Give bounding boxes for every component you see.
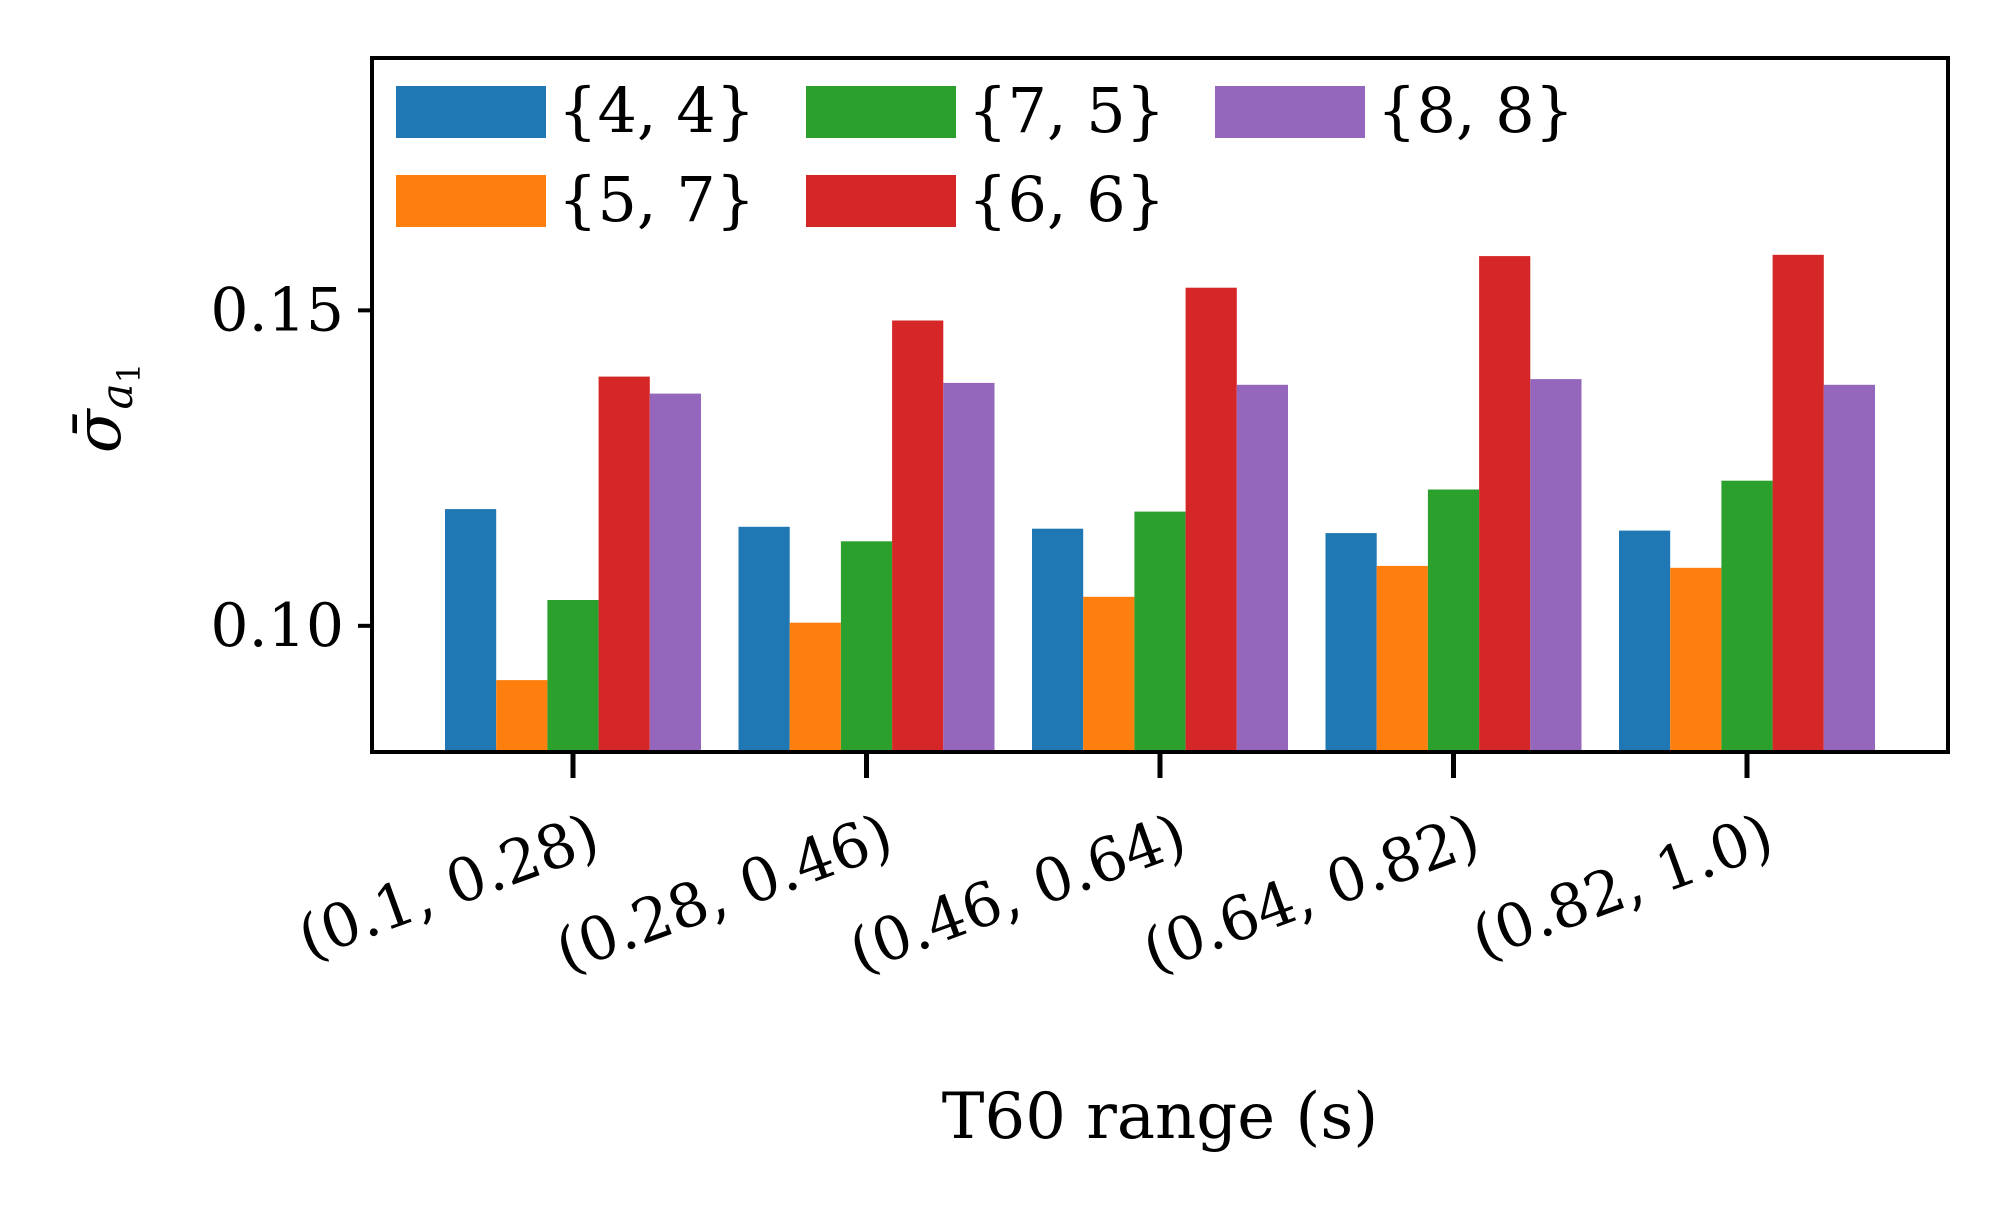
- bar-2-2: [789, 622, 841, 752]
- bar-1-3: [1032, 528, 1084, 752]
- bar-5-5: [1823, 384, 1875, 752]
- bar-3-2: [840, 541, 893, 752]
- bar-1-2: [738, 526, 790, 752]
- legend-swatch-3: [806, 86, 956, 138]
- bar-4-4: [1479, 256, 1531, 752]
- bar-1-1: [445, 509, 497, 752]
- x-tick-label-3: (0.46, 0.64): [840, 800, 1195, 986]
- bar-5-1: [649, 393, 701, 752]
- bar-2-5: [1670, 567, 1722, 752]
- bar-2-3: [1083, 596, 1135, 752]
- x-axis-label: T60 range (s): [942, 1080, 1378, 1154]
- bars-layer: [445, 254, 1875, 753]
- bar-3-3: [1134, 511, 1186, 752]
- x-tick-label-5: (0.82, 1.0): [1463, 800, 1782, 973]
- bar-5-2: [943, 382, 995, 752]
- bar-4-3: [1185, 287, 1237, 752]
- y-tick-label-1: 0.10: [210, 591, 344, 661]
- y-tick-label-2: 0.15: [210, 275, 344, 345]
- legend-label-3: {7, 5}: [968, 74, 1165, 147]
- bar-1-4: [1325, 533, 1377, 752]
- bar-2-4: [1376, 565, 1428, 752]
- y-axis-label: σ̄a1: [62, 363, 148, 453]
- x-tick-label-2: (0.28, 0.46): [547, 800, 902, 986]
- legend-label-2: {5, 7}: [558, 163, 755, 236]
- legend-swatch-4: [806, 175, 956, 227]
- bar-3-4: [1427, 489, 1480, 752]
- bar-4-5: [1772, 254, 1824, 753]
- bar-4-2: [892, 320, 944, 752]
- legend-swatch-2: [396, 175, 546, 227]
- x-tick-label-4: (0.64, 0.82): [1134, 800, 1489, 986]
- bar-4-1: [598, 376, 650, 752]
- legend-label-1: {4, 4}: [558, 74, 755, 147]
- bar-2-1: [496, 680, 548, 752]
- bar-3-1: [547, 600, 599, 752]
- legend-label-4: {6, 6}: [968, 163, 1165, 236]
- legend-swatch-5: [1215, 86, 1365, 138]
- bar-1-5: [1619, 530, 1671, 752]
- bar-5-4: [1530, 379, 1582, 752]
- legend-swatch-1: [396, 86, 546, 138]
- legend-label-5: {8, 8}: [1377, 74, 1574, 147]
- bar-3-5: [1721, 480, 1773, 752]
- legend: {4, 4} {5, 7} {7, 5} {6, 6} {8, 8}: [396, 74, 1574, 236]
- bar-5-3: [1236, 384, 1288, 752]
